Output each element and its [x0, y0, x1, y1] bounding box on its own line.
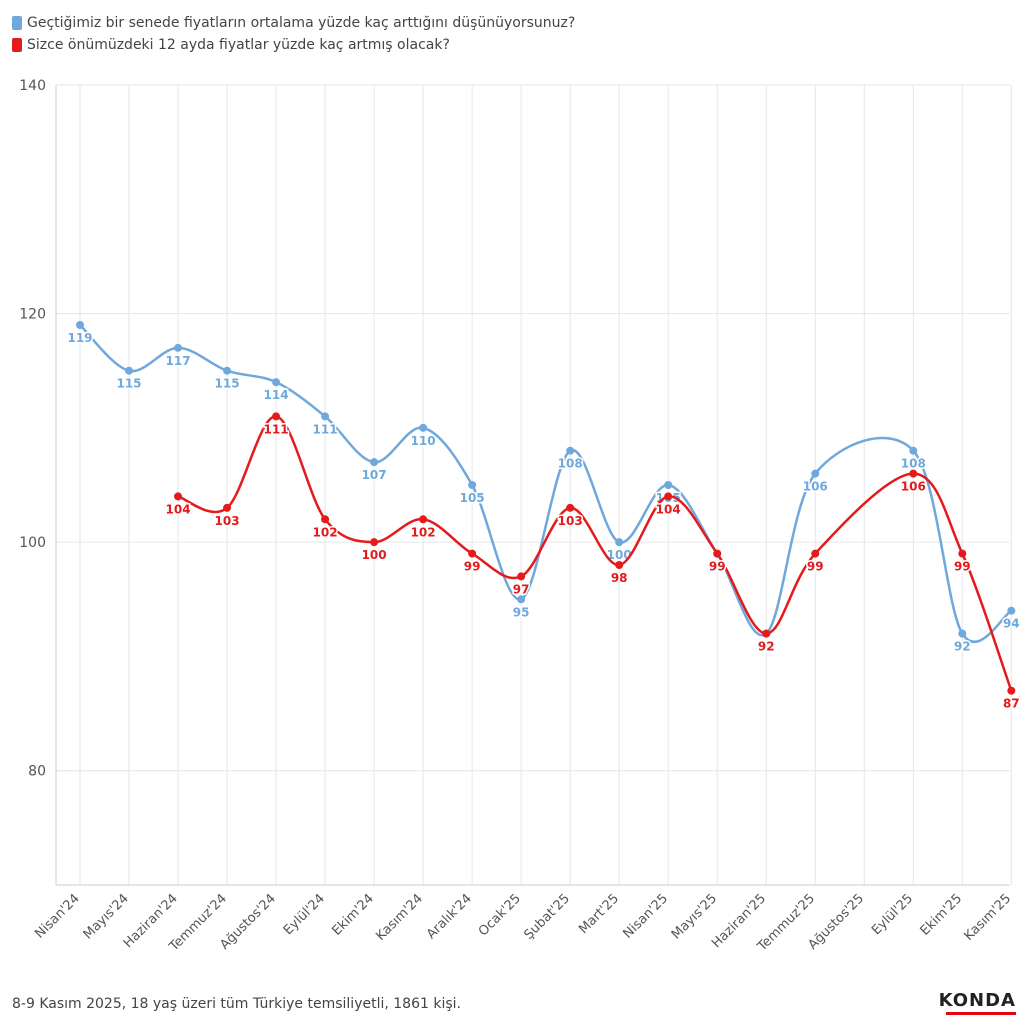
- data-label-series-2: 100: [362, 548, 387, 562]
- data-point-series-2: [272, 412, 281, 421]
- legend-swatch-red: [12, 38, 22, 52]
- data-point-series-1: [321, 412, 330, 421]
- data-point-series-1: [76, 321, 84, 329]
- data-point-series-2: [958, 549, 967, 558]
- data-point-series-1: [1007, 606, 1016, 615]
- legend: Geçtiğimiz bir senede fiyatların ortalam…: [12, 12, 575, 56]
- data-label-series-1: 115: [215, 377, 240, 391]
- data-label-series-1: 114: [264, 388, 289, 402]
- data-label-series-2: 102: [411, 525, 436, 539]
- data-point-series-1: [909, 446, 918, 455]
- data-point-series-2: [615, 561, 624, 569]
- data-label-series-2: 111: [264, 422, 289, 436]
- data-point-series-1: [615, 538, 624, 547]
- x-tick-label: Mayıs'25: [669, 891, 720, 942]
- x-tick-label: Nisan'25: [621, 891, 672, 942]
- data-label-series-2: 92: [758, 640, 775, 654]
- data-point-series-1: [370, 458, 379, 467]
- x-tick-label: Eylül'24: [281, 891, 328, 938]
- data-point-series-2: [468, 549, 477, 558]
- x-tick-label: Eylül'25: [869, 891, 916, 938]
- data-point-series-1: [958, 629, 967, 638]
- data-label-series-2: 103: [558, 514, 583, 528]
- data-label-series-1: 110: [411, 434, 436, 448]
- x-tick-label: Mart'25: [576, 891, 622, 937]
- data-point-series-2: [321, 515, 330, 524]
- data-point-series-1: [174, 343, 183, 352]
- legend-label-series2: Sizce önümüzdeki 12 ayda fiyatlar yüzde …: [27, 37, 450, 53]
- y-tick-label: 80: [28, 764, 46, 780]
- x-tick-label: Mayıs'24: [81, 891, 132, 942]
- data-label-series-2: 98: [611, 571, 628, 585]
- data-point-series-1: [468, 481, 477, 489]
- data-label-series-1: 111: [313, 422, 338, 436]
- data-point-series-2: [566, 503, 575, 512]
- y-tick-label: 100: [19, 535, 46, 551]
- legend-item-series2: Sizce önümüzdeki 12 ayda fiyatlar yüzde …: [12, 34, 575, 56]
- data-point-series-2: [174, 492, 183, 501]
- data-point-series-2: [909, 469, 918, 478]
- data-point-series-2: [517, 572, 526, 581]
- data-label-series-2: 106: [901, 480, 926, 494]
- data-label-series-1: 108: [901, 457, 926, 471]
- data-point-series-1: [811, 469, 820, 478]
- brand-logo: KONDA: [938, 990, 1016, 1011]
- y-tick-label: 140: [19, 78, 46, 94]
- legend-swatch-blue: [12, 16, 22, 30]
- data-point-series-1: [223, 366, 232, 375]
- data-label-series-2: 99: [709, 560, 726, 574]
- data-label-series-1: 115: [116, 377, 141, 391]
- legend-item-series1: Geçtiğimiz bir senede fiyatların ortalam…: [12, 12, 575, 34]
- data-label-series-2: 99: [954, 560, 971, 574]
- x-tick-label: Ekim'24: [329, 891, 376, 938]
- data-label-series-2: 103: [215, 514, 240, 528]
- data-label-series-2: 102: [313, 525, 338, 539]
- data-point-series-2: [419, 515, 428, 524]
- legend-label-series1: Geçtiğimiz bir senede fiyatların ortalam…: [27, 15, 576, 31]
- series-line-1: [79, 324, 1013, 644]
- data-point-series-2: [811, 549, 820, 558]
- data-label-series-1: 92: [954, 640, 971, 654]
- data-point-series-1: [419, 423, 428, 432]
- x-tick-label: Şubat'25: [521, 891, 573, 943]
- data-label-series-2: 104: [656, 502, 681, 516]
- data-point-series-1: [566, 446, 575, 455]
- x-tick-label: Aralık'24: [424, 891, 475, 942]
- data-label-series-1: 95: [513, 605, 530, 619]
- x-tick-label: Kasım'25: [962, 891, 1015, 944]
- data-point-series-2: [223, 503, 232, 512]
- data-label-series-2: 97: [513, 582, 530, 596]
- data-label-series-1: 92: [758, 640, 775, 654]
- data-point-series-2: [713, 549, 722, 558]
- x-tick-label: Nisan'24: [32, 891, 83, 942]
- y-tick-label: 120: [19, 307, 46, 323]
- data-label-series-2: 99: [464, 560, 481, 574]
- data-label-series-2: 99: [807, 560, 824, 574]
- data-label-series-1: 117: [166, 354, 191, 368]
- series-line-2: [177, 415, 1013, 692]
- data-label-series-1: 107: [362, 468, 387, 482]
- data-point-series-2: [370, 538, 379, 547]
- data-label-series-1: 106: [803, 480, 828, 494]
- data-point-series-1: [272, 378, 281, 387]
- footer-note: 8-9 Kasım 2025, 18 yaş üzeri tüm Türkiye…: [12, 996, 461, 1012]
- x-tick-label: Kasım'24: [373, 891, 426, 944]
- brand-logo-bar: [946, 1012, 1016, 1015]
- data-label-series-1: 119: [67, 331, 92, 345]
- data-point-series-1: [664, 481, 673, 489]
- data-label-series-1: 105: [460, 491, 485, 505]
- data-point-series-2: [762, 629, 771, 638]
- data-point-series-2: [1007, 686, 1016, 695]
- data-label-series-2: 87: [1003, 697, 1020, 711]
- x-tick-label: Ekim'25: [918, 891, 965, 938]
- data-label-series-1: 94: [1003, 617, 1020, 631]
- data-point-series-1: [517, 595, 526, 604]
- data-label-series-1: 108: [558, 457, 583, 471]
- data-label-series-2: 104: [166, 502, 191, 516]
- x-tick-label: Ocak'25: [476, 891, 524, 939]
- data-point-series-1: [125, 366, 134, 375]
- data-point-series-2: [664, 492, 673, 501]
